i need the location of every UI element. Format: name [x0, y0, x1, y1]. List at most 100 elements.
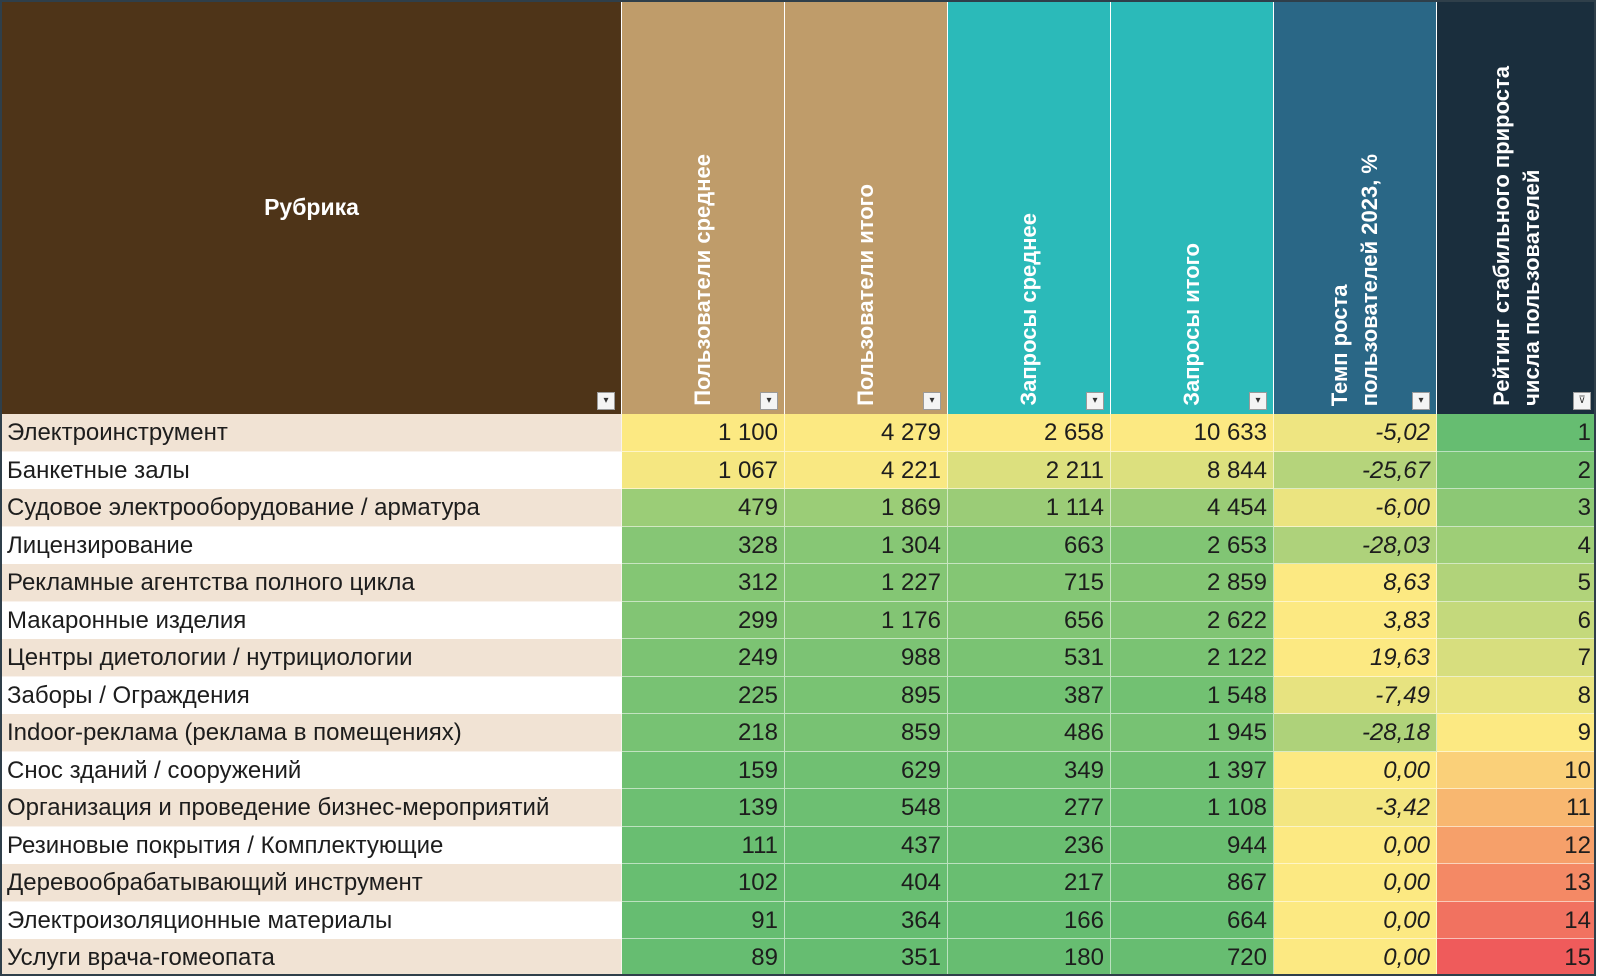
cell-req_avg[interactable]: 2 211: [948, 451, 1111, 489]
cell-rubric[interactable]: Indoor-реклама (реклама в помещениях): [2, 714, 622, 752]
cell-growth[interactable]: 0,00: [1274, 901, 1437, 939]
cell-rubric[interactable]: Деревообрабатывающий инструмент: [2, 864, 622, 902]
cell-req_avg[interactable]: 217: [948, 864, 1111, 902]
cell-growth[interactable]: -28,03: [1274, 526, 1437, 564]
cell-req_total[interactable]: 1 397: [1111, 751, 1274, 789]
cell-req_avg[interactable]: 486: [948, 714, 1111, 752]
cell-users_total[interactable]: 1 869: [785, 489, 948, 527]
cell-rating[interactable]: 6: [1437, 601, 1594, 639]
cell-users_avg[interactable]: 328: [622, 526, 785, 564]
cell-rating[interactable]: 13: [1437, 864, 1594, 902]
cell-req_avg[interactable]: 236: [948, 826, 1111, 864]
cell-users_total[interactable]: 629: [785, 751, 948, 789]
cell-growth[interactable]: 0,00: [1274, 864, 1437, 902]
cell-rating[interactable]: 7: [1437, 639, 1594, 677]
cell-rating[interactable]: 4: [1437, 526, 1594, 564]
cell-users_total[interactable]: 404: [785, 864, 948, 902]
cell-req_total[interactable]: 2 622: [1111, 601, 1274, 639]
cell-growth[interactable]: 8,63: [1274, 564, 1437, 602]
cell-req_avg[interactable]: 2 658: [948, 414, 1111, 452]
cell-rubric[interactable]: Макаронные изделия: [2, 601, 622, 639]
cell-rating[interactable]: 14: [1437, 901, 1594, 939]
cell-rubric[interactable]: Организация и проведение бизнес-мероприя…: [2, 789, 622, 827]
cell-rating[interactable]: 3: [1437, 489, 1594, 527]
cell-users_avg[interactable]: 111: [622, 826, 785, 864]
cell-users_avg[interactable]: 249: [622, 639, 785, 677]
cell-growth[interactable]: 0,00: [1274, 751, 1437, 789]
cell-req_total[interactable]: 2 859: [1111, 564, 1274, 602]
cell-req_avg[interactable]: 349: [948, 751, 1111, 789]
cell-growth[interactable]: 19,63: [1274, 639, 1437, 677]
cell-users_total[interactable]: 859: [785, 714, 948, 752]
cell-req_total[interactable]: 2 653: [1111, 526, 1274, 564]
cell-users_avg[interactable]: 299: [622, 601, 785, 639]
cell-rubric[interactable]: Рекламные агентства полного цикла: [2, 564, 622, 602]
cell-req_avg[interactable]: 531: [948, 639, 1111, 677]
cell-req_avg[interactable]: 387: [948, 676, 1111, 714]
cell-growth[interactable]: -7,49: [1274, 676, 1437, 714]
chevron-down-icon[interactable]: ▾: [1412, 392, 1430, 410]
cell-rating[interactable]: 9: [1437, 714, 1594, 752]
cell-req_total[interactable]: 1 945: [1111, 714, 1274, 752]
cell-users_total[interactable]: 1 176: [785, 601, 948, 639]
cell-rating[interactable]: 5: [1437, 564, 1594, 602]
cell-req_total[interactable]: 867: [1111, 864, 1274, 902]
cell-rubric[interactable]: Снос зданий / сооружений: [2, 751, 622, 789]
cell-users_avg[interactable]: 91: [622, 901, 785, 939]
cell-growth[interactable]: -3,42: [1274, 789, 1437, 827]
cell-users_total[interactable]: 437: [785, 826, 948, 864]
cell-users_total[interactable]: 1 304: [785, 526, 948, 564]
cell-rubric[interactable]: Электроизоляционные материалы: [2, 901, 622, 939]
cell-req_avg[interactable]: 180: [948, 939, 1111, 974]
cell-req_avg[interactable]: 166: [948, 901, 1111, 939]
cell-req_total[interactable]: 1 108: [1111, 789, 1274, 827]
cell-users_total[interactable]: 4 279: [785, 414, 948, 452]
cell-rubric[interactable]: Резиновые покрытия / Комплектующие: [2, 826, 622, 864]
cell-growth[interactable]: 0,00: [1274, 939, 1437, 974]
cell-rating[interactable]: 2: [1437, 451, 1594, 489]
cell-rating[interactable]: 11: [1437, 789, 1594, 827]
cell-req_total[interactable]: 10 633: [1111, 414, 1274, 452]
cell-req_avg[interactable]: 277: [948, 789, 1111, 827]
cell-users_total[interactable]: 895: [785, 676, 948, 714]
chevron-down-icon[interactable]: ▾: [923, 392, 941, 410]
cell-users_avg[interactable]: 218: [622, 714, 785, 752]
chevron-down-icon[interactable]: ▾: [597, 392, 615, 410]
cell-growth[interactable]: -6,00: [1274, 489, 1437, 527]
cell-rubric[interactable]: Лицензирование: [2, 526, 622, 564]
cell-rubric[interactable]: Банкетные залы: [2, 451, 622, 489]
cell-users_avg[interactable]: 139: [622, 789, 785, 827]
cell-users_total[interactable]: 4 221: [785, 451, 948, 489]
cell-req_total[interactable]: 4 454: [1111, 489, 1274, 527]
chevron-down-icon[interactable]: ▾: [1086, 392, 1104, 410]
cell-users_total[interactable]: 351: [785, 939, 948, 974]
cell-users_avg[interactable]: 312: [622, 564, 785, 602]
cell-req_total[interactable]: 720: [1111, 939, 1274, 974]
cell-rubric[interactable]: Судовое электрооборудование / арматура: [2, 489, 622, 527]
cell-growth[interactable]: -28,18: [1274, 714, 1437, 752]
cell-growth[interactable]: -5,02: [1274, 414, 1437, 452]
cell-users_avg[interactable]: 1 067: [622, 451, 785, 489]
cell-req_avg[interactable]: 1 114: [948, 489, 1111, 527]
cell-rubric[interactable]: Услуги врача-гомеопата: [2, 939, 622, 974]
cell-rating[interactable]: 10: [1437, 751, 1594, 789]
cell-rating[interactable]: 1: [1437, 414, 1594, 452]
cell-users_avg[interactable]: 102: [622, 864, 785, 902]
cell-users_total[interactable]: 988: [785, 639, 948, 677]
cell-users_avg[interactable]: 479: [622, 489, 785, 527]
cell-rating[interactable]: 8: [1437, 676, 1594, 714]
cell-req_total[interactable]: 1 548: [1111, 676, 1274, 714]
cell-req_avg[interactable]: 715: [948, 564, 1111, 602]
cell-req_total[interactable]: 8 844: [1111, 451, 1274, 489]
cell-req_avg[interactable]: 656: [948, 601, 1111, 639]
cell-users_total[interactable]: 548: [785, 789, 948, 827]
cell-users_avg[interactable]: 225: [622, 676, 785, 714]
cell-growth[interactable]: 0,00: [1274, 826, 1437, 864]
cell-users_avg[interactable]: 89: [622, 939, 785, 974]
cell-rubric[interactable]: Центры диетологии / нутрициологии: [2, 639, 622, 677]
cell-growth[interactable]: -25,67: [1274, 451, 1437, 489]
cell-req_total[interactable]: 664: [1111, 901, 1274, 939]
cell-users_avg[interactable]: 159: [622, 751, 785, 789]
cell-rating[interactable]: 15: [1437, 939, 1594, 974]
cell-req_avg[interactable]: 663: [948, 526, 1111, 564]
